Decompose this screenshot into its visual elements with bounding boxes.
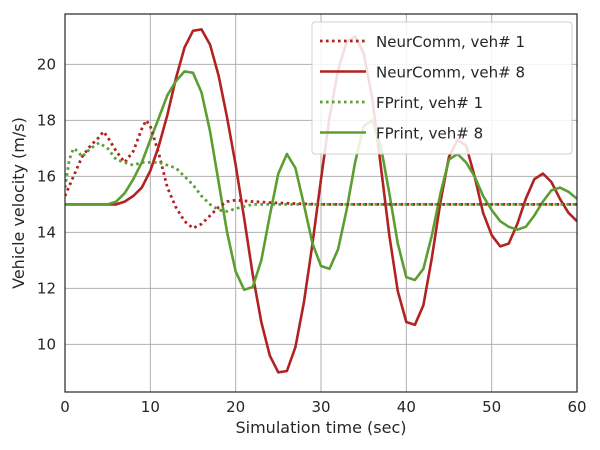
y-tick-label: 14 — [37, 223, 56, 241]
legend: NeurComm, veh# 1 NeurComm, veh# 8 FPrint, … — [311, 21, 573, 155]
x-axis-label: Simulation time (sec) — [235, 418, 406, 437]
legend-label-2: FPrint, veh# 1 — [376, 94, 483, 112]
tick-labels: 0 10 20 30 40 50 60 10 12 14 16 18 20 — [37, 55, 587, 416]
y-tick-label: 16 — [37, 167, 56, 185]
y-tick-label: 18 — [37, 111, 56, 129]
x-tick-label: 50 — [482, 398, 501, 416]
series-line-2 — [65, 141, 577, 213]
legend-label-0: NeurComm, veh# 1 — [376, 33, 525, 51]
x-tick-label: 0 — [60, 398, 70, 416]
x-tick-label: 10 — [141, 398, 160, 416]
x-tick-label: 20 — [226, 398, 245, 416]
y-tick-label: 10 — [37, 335, 56, 353]
y-tick-label: 20 — [37, 55, 56, 73]
x-tick-label: 30 — [311, 398, 330, 416]
y-axis-label: Vehicle velocity (m/s) — [9, 117, 28, 289]
series-line-0 — [65, 119, 577, 230]
series-line-3 — [65, 70, 577, 292]
legend-label-1: NeurComm, veh# 8 — [376, 64, 525, 82]
x-tick-label: 60 — [567, 398, 586, 416]
legend-box — [311, 21, 573, 155]
plot-frame — [64, 13, 578, 393]
legend-label-3: FPrint, veh# 8 — [376, 125, 483, 143]
y-tick-label: 12 — [37, 279, 56, 297]
x-tick-label: 40 — [397, 398, 416, 416]
